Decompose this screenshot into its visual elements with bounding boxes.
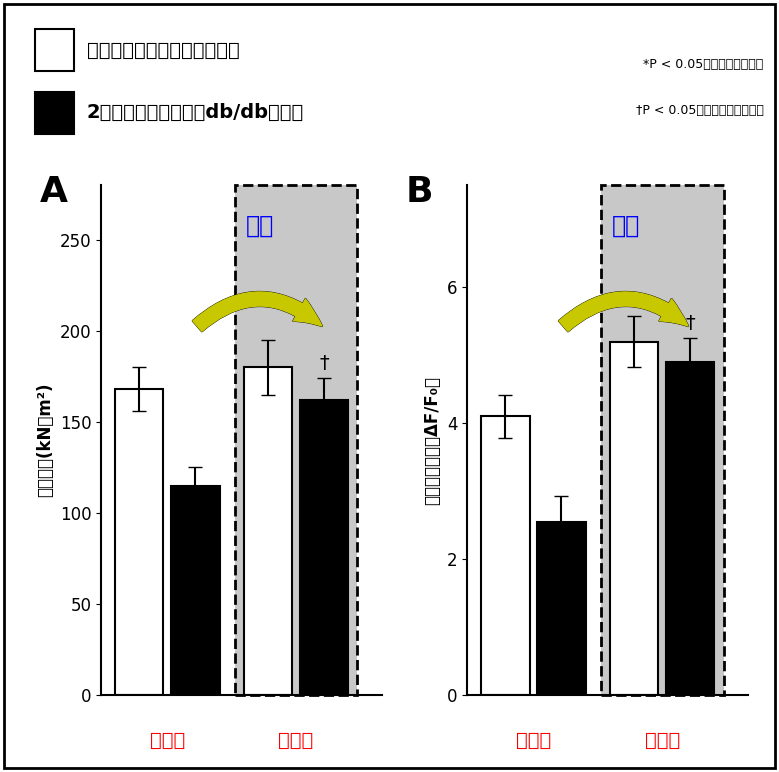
FancyArrowPatch shape: [559, 292, 688, 331]
Bar: [244, 367, 292, 695]
Text: †P < 0.05，与普通群组的比较: †P < 0.05，与普通群组的比较: [636, 104, 763, 117]
Text: 运动后: 运动后: [278, 730, 314, 750]
FancyArrowPatch shape: [192, 292, 322, 331]
Bar: [35, 29, 74, 71]
Text: *: *: [555, 563, 568, 587]
Bar: [601, 185, 724, 695]
Bar: [35, 92, 74, 134]
Bar: [601, 185, 724, 695]
FancyArrowPatch shape: [192, 292, 322, 331]
Text: 运动前: 运动前: [150, 730, 185, 750]
Text: *: *: [189, 519, 202, 543]
Bar: [115, 389, 164, 695]
Text: B: B: [406, 175, 433, 209]
Text: 健康的模型动物（控制小鼠）: 健康的模型动物（控制小鼠）: [87, 41, 240, 59]
Text: 2型糖尿病模型动物（db/db小鼠）: 2型糖尿病模型动物（db/db小鼠）: [87, 103, 304, 122]
Y-axis label: 细胞内钓离子（ΔF/F₀）: 细胞内钓离子（ΔF/F₀）: [424, 375, 442, 505]
Bar: [300, 400, 348, 695]
Bar: [171, 486, 220, 695]
Bar: [481, 416, 530, 695]
Bar: [610, 341, 658, 695]
FancyArrowPatch shape: [559, 292, 688, 331]
Text: *P < 0.05，群组之间的差别: *P < 0.05，群组之间的差别: [643, 58, 763, 71]
Bar: [234, 185, 358, 695]
Text: 运动后: 运动后: [644, 730, 680, 750]
Text: 运动前: 运动前: [516, 730, 551, 750]
Bar: [666, 362, 714, 695]
Bar: [538, 522, 586, 695]
Bar: [234, 185, 358, 695]
Text: †: †: [319, 354, 329, 373]
Text: †: †: [686, 314, 695, 333]
Text: 改善: 改善: [612, 214, 640, 238]
Text: A: A: [40, 175, 68, 209]
Y-axis label: 肌肉力量(kN／m²): 肌肉力量(kN／m²): [37, 383, 55, 497]
Text: 改善: 改善: [245, 214, 273, 238]
